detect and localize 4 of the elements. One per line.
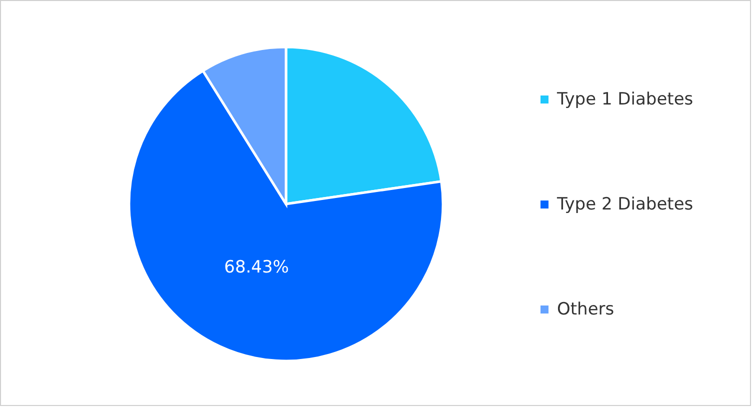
legend-label: Type 1 Diabetes (556, 90, 694, 110)
data-label: 68.43% (224, 257, 289, 278)
legend-label: Type 2 Diabetes (556, 194, 694, 214)
legend-label: Others (557, 300, 614, 320)
